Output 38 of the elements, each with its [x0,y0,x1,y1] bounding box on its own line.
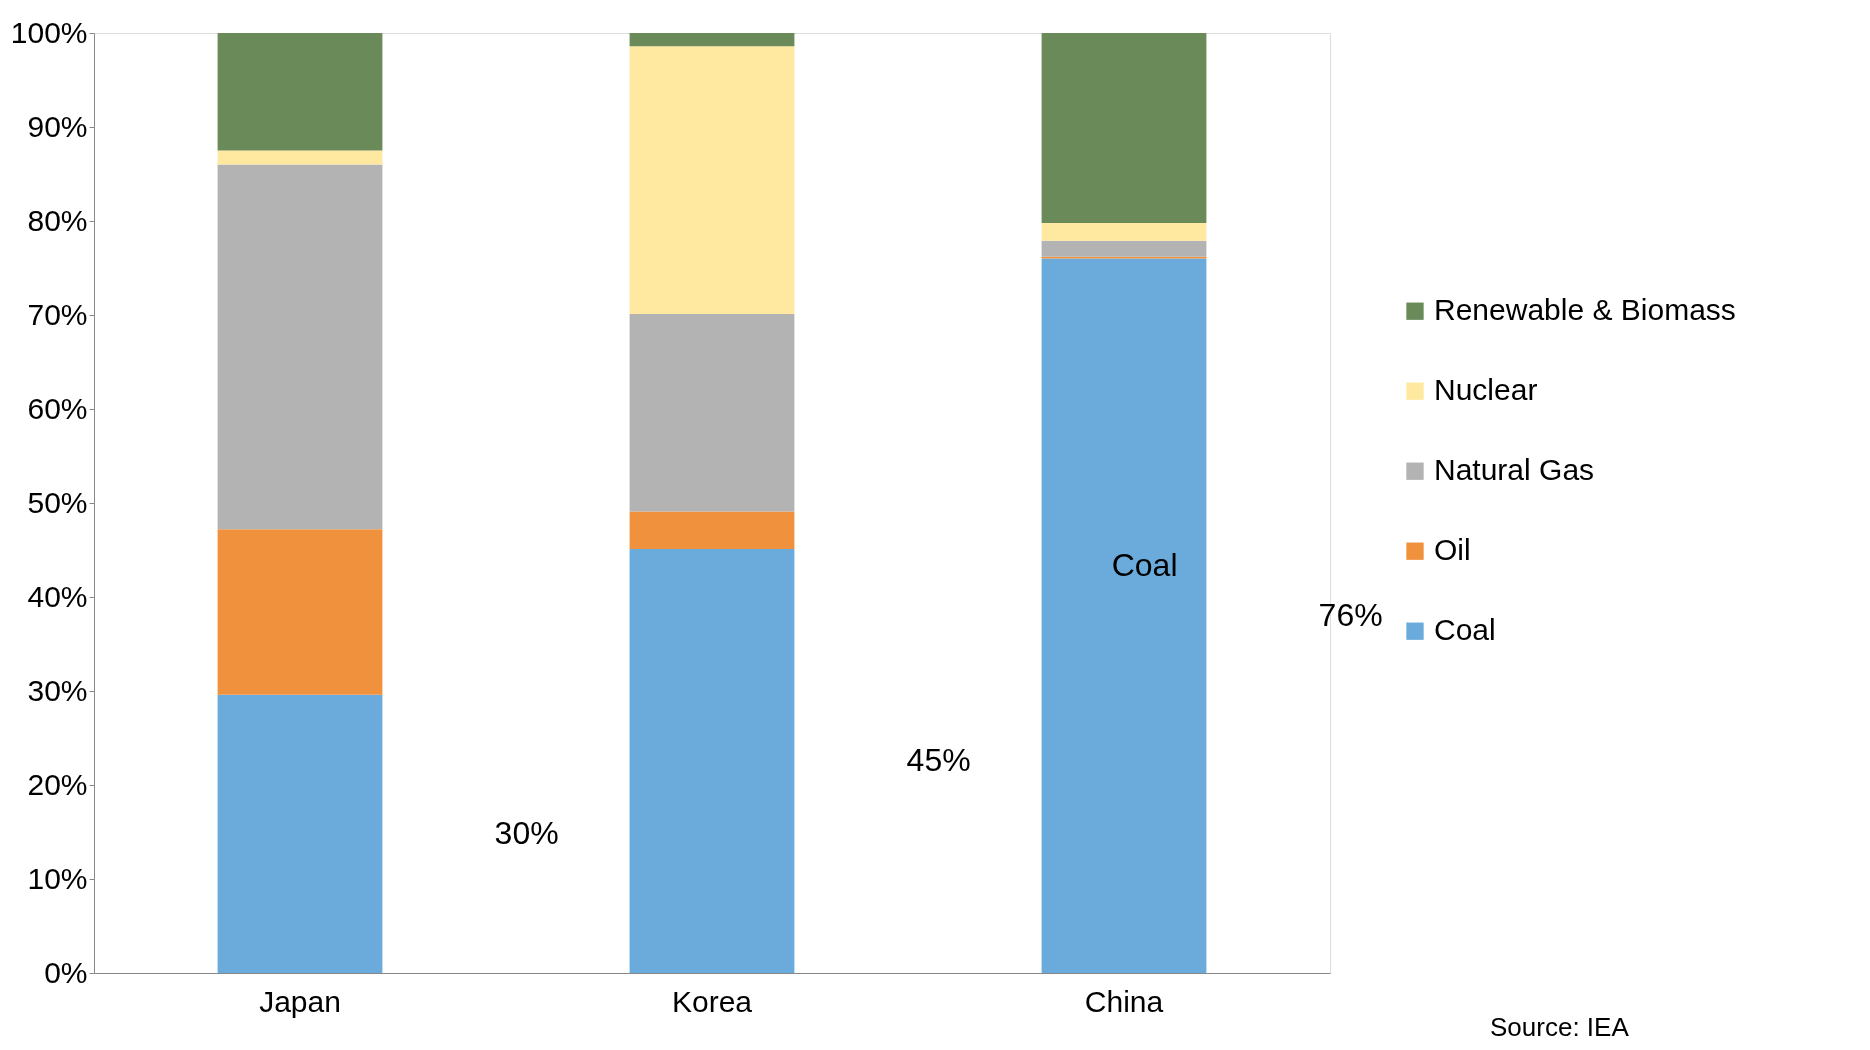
x-tick-label: China [1084,984,1164,1018]
bar [629,314,795,512]
y-tick-label: 70% [27,297,88,331]
bar [1041,222,1207,241]
bar [217,164,383,530]
y-tick-label: 100% [10,15,88,49]
legend-label: Natural Gas [1434,453,1595,487]
bar [1041,33,1207,223]
bar [629,33,795,47]
bar [217,694,383,973]
legend-label: Nuclear [1434,373,1538,407]
y-tick-label: 50% [27,485,88,519]
bar [629,46,795,315]
legend-label: Coal [1434,613,1496,647]
source-note: Source: IEA [1490,1012,1630,1042]
y-tick-label: 20% [27,767,88,801]
y-tick-label: 40% [27,579,88,613]
y-tick-label: 90% [27,109,88,143]
x-tick-label: Japan [259,984,341,1018]
bar [629,549,795,973]
bar [629,511,795,550]
bar [217,33,383,151]
y-tick-label: 10% [27,861,88,895]
y-tick-label: 60% [27,391,88,425]
annotation: 45% [906,742,971,779]
bar [217,150,383,165]
annotation: 30% [494,814,559,851]
bar [217,529,383,695]
y-tick-label: 0% [44,955,88,989]
bar [1041,258,1207,973]
x-tick-label: Korea [671,984,753,1018]
legend-label: Renewable & Biomass [1434,293,1736,327]
legend-label: Oil [1434,533,1471,567]
annotation: 76% [1318,596,1383,633]
y-tick-label: 30% [27,673,88,707]
bar [1041,240,1207,257]
annotation: Coal [1111,546,1178,583]
y-tick-label: 80% [27,203,88,237]
